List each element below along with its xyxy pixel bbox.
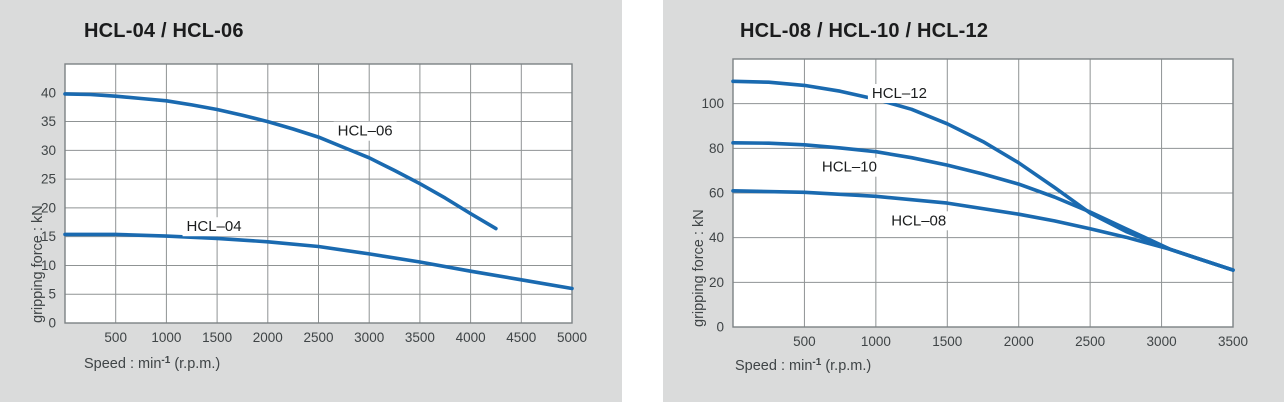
curve-hcl-12	[731, 79, 1235, 272]
curve-label-background	[867, 84, 931, 103]
x-axis-label-superscript: -1	[161, 355, 171, 366]
chart-title: HCL-04 / HCL-06	[84, 20, 244, 42]
curve-label-hcl-10: HCL–10	[822, 159, 877, 176]
x-axis-label: Speed : min-1 (r.p.m.)	[735, 356, 871, 374]
plot-border	[732, 58, 1234, 328]
x-tick-label: 1000	[861, 334, 891, 349]
chart-title: HCL-08 / HCL-10 / HCL-12	[740, 20, 989, 42]
chart-hcl04-hcl06: gripping force : kN 500 1000 1500 2000 2500 3…	[30, 63, 587, 345]
x-tick-label: 500	[793, 334, 816, 349]
chart-panel-hcl04-hcl06: HCL-04 / HCL-06 gripping force : kN 500 1…	[0, 0, 622, 402]
x-tick-label: 3500	[405, 330, 435, 345]
y-tick-label: 100	[701, 96, 724, 111]
curve-label-background	[817, 157, 881, 177]
chart-hcl08-hcl10-hcl12: gripping force : kN 500 1000 1500 2000 2500 3…	[691, 58, 1248, 349]
x-tick-label: 2500	[303, 330, 333, 345]
x-tick-label: 2000	[1004, 334, 1034, 349]
curve-label-background	[887, 211, 951, 231]
x-axis-label-unit: (r.p.m.)	[821, 357, 872, 374]
curve-hcl-04	[63, 232, 574, 291]
y-tick-label: 25	[41, 172, 56, 187]
y-tick-label: 35	[41, 114, 56, 129]
y-axis-label: gripping force : kN	[30, 205, 46, 323]
curve-hcl-10	[731, 141, 1235, 272]
x-axis-label-text: Speed : min	[735, 357, 813, 374]
plot-border	[64, 63, 573, 324]
y-tick-label: 20	[41, 200, 56, 215]
x-tick-label: 2000	[253, 330, 283, 345]
x-axis-label-superscript: -1	[812, 357, 822, 368]
y-tick-label: 30	[41, 143, 56, 158]
x-tick-label: 3500	[1218, 334, 1248, 349]
y-tick-label: 40	[709, 230, 724, 245]
curve-hcl-06	[63, 92, 498, 231]
curve-label-background	[182, 217, 246, 237]
x-axis-label: Speed : min-1 (r.p.m.)	[84, 354, 220, 372]
x-tick-label: 2500	[1075, 334, 1105, 349]
y-axis-label: gripping force : kN	[691, 209, 707, 327]
curve-label-hcl-12: HCL–12	[872, 85, 927, 102]
y-tick-label: 40	[41, 85, 56, 100]
curve-label-background	[333, 121, 397, 141]
x-tick-label: 4000	[456, 330, 486, 345]
x-tick-label: 5000	[557, 330, 587, 345]
curve-label-hcl-06: HCL–06	[338, 123, 393, 140]
curve-label-hcl-04: HCL–04	[187, 218, 242, 235]
chart-panel-hcl08-hcl10-hcl12: HCL-08 / HCL-10 / HCL-12 gripping force …	[663, 0, 1284, 402]
x-tick-label: 4500	[506, 330, 536, 345]
y-tick-label: 5	[48, 287, 56, 302]
x-tick-label: 1500	[202, 330, 232, 345]
x-tick-label: 500	[104, 330, 127, 345]
y-tick-label: 80	[709, 141, 724, 156]
y-tick-label: 10	[41, 258, 56, 273]
curve-label-hcl-08: HCL–08	[891, 212, 946, 229]
y-tick-label: 15	[41, 229, 56, 244]
x-axis-label-unit: (r.p.m.)	[170, 355, 221, 372]
x-tick-label: 3000	[354, 330, 384, 345]
y-tick-label: 60	[709, 186, 724, 201]
x-tick-label: 1000	[151, 330, 181, 345]
x-tick-label: 3000	[1147, 334, 1177, 349]
x-tick-label: 1500	[932, 334, 962, 349]
curve-hcl-08	[731, 189, 1235, 272]
y-tick-label: 20	[709, 275, 724, 290]
y-tick-label: 0	[48, 316, 56, 331]
x-axis-label-text: Speed : min	[84, 355, 162, 372]
y-tick-label: 0	[716, 320, 724, 335]
